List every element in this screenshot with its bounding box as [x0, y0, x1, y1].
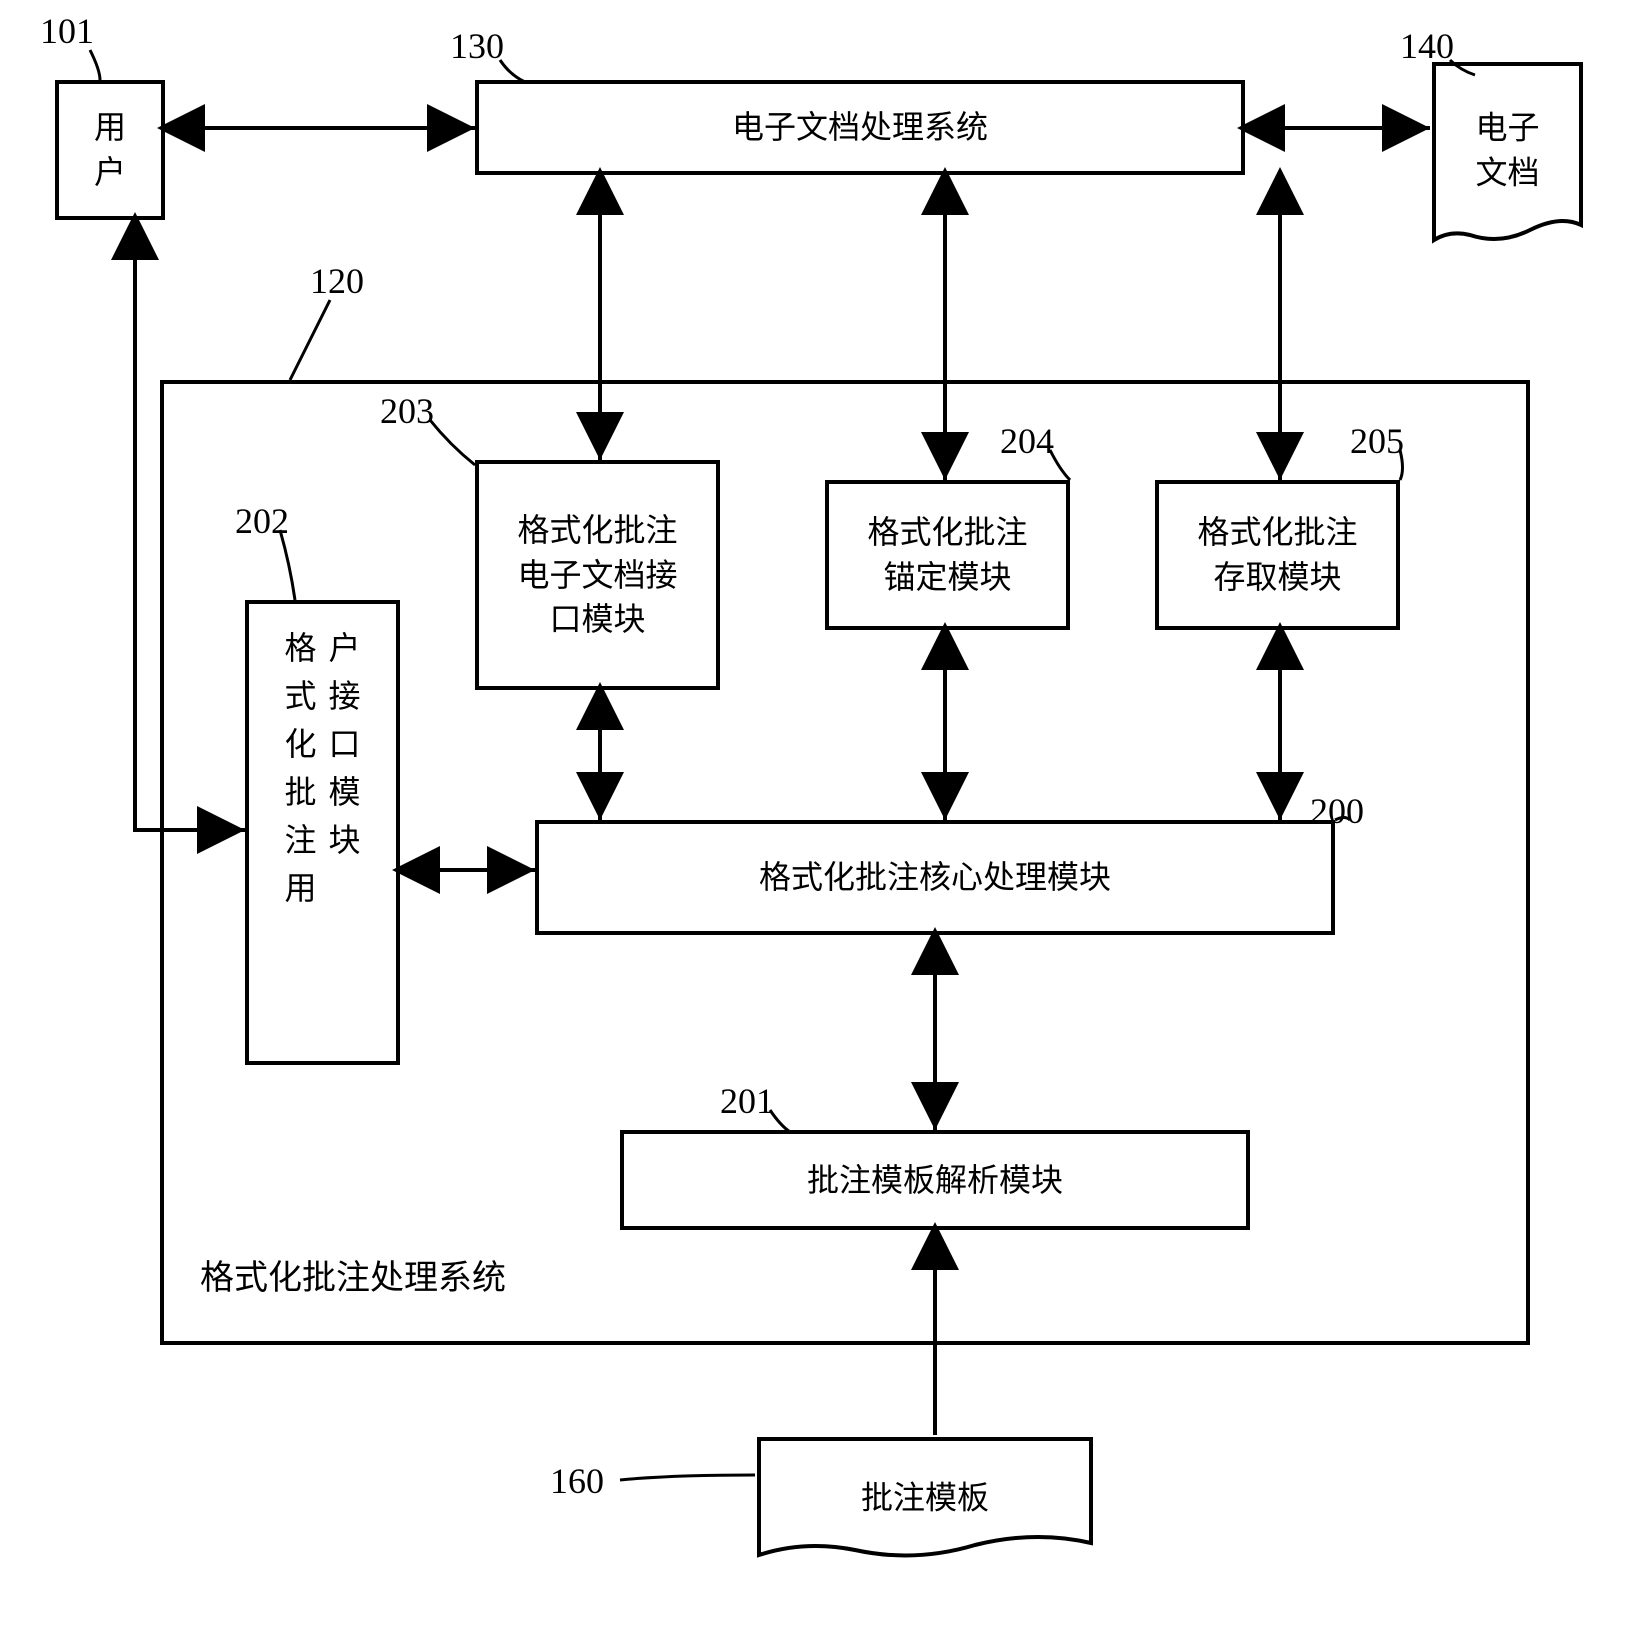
m204-text: 格式化批注 锚定模块 — [867, 510, 1027, 600]
m204-box: 格式化批注 锚定模块 — [825, 480, 1070, 630]
label-201: 201 — [720, 1080, 774, 1122]
label-101: 101 — [40, 10, 94, 52]
user-text: 用 户 — [94, 105, 126, 195]
label-160: 160 — [550, 1460, 604, 1502]
template-text: 批注模板 — [861, 1475, 989, 1520]
system-label: 格式化批注处理系统 — [200, 1250, 506, 1299]
m200-text: 格式化批注核心处理模块 — [759, 855, 1111, 900]
m203-text: 格式化批注 电子文档接 口模块 — [517, 508, 677, 642]
label-200: 200 — [1310, 790, 1364, 832]
label-120: 120 — [310, 260, 364, 302]
label-203: 203 — [380, 390, 434, 432]
label-205: 205 — [1350, 420, 1404, 462]
user-box: 用 户 — [55, 80, 165, 220]
m205-box: 格式化批注 存取模块 — [1155, 480, 1400, 630]
m200-box: 格式化批注核心处理模块 — [535, 820, 1335, 935]
label-204: 204 — [1000, 420, 1054, 462]
m205-text: 格式化批注 存取模块 — [1197, 510, 1357, 600]
edoc-box: 电子 文档 — [1430, 60, 1585, 250]
edoc-text: 电子 文档 — [1475, 106, 1539, 196]
m202-text: 格式化批注用 户接口模块 — [274, 604, 370, 1061]
m203-box: 格式化批注 电子文档接 口模块 — [475, 460, 720, 690]
label-202: 202 — [235, 500, 289, 542]
m201-box: 批注模板解析模块 — [620, 1130, 1250, 1230]
template-box: 批注模板 — [755, 1435, 1095, 1565]
m201-text: 批注模板解析模块 — [807, 1158, 1063, 1203]
label-140: 140 — [1400, 25, 1454, 67]
m202-box: 格式化批注用 户接口模块 — [245, 600, 400, 1065]
docsys-text: 电子文档处理系统 — [732, 105, 988, 150]
docsys-box: 电子文档处理系统 — [475, 80, 1245, 175]
label-130: 130 — [450, 25, 504, 67]
